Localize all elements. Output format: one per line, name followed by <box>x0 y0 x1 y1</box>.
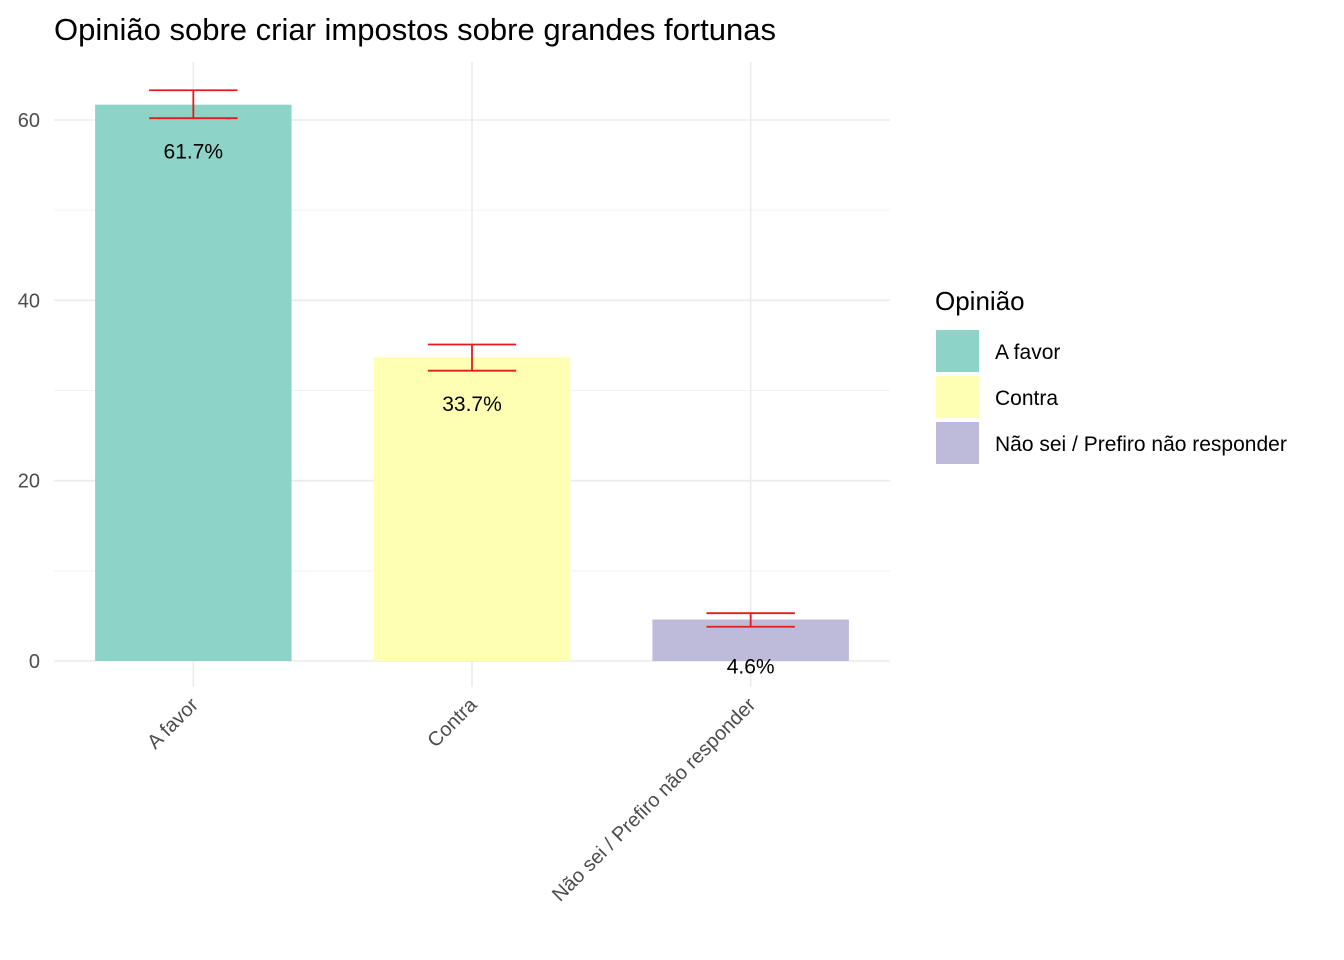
y-tick-label: 60 <box>18 110 40 132</box>
error-bar <box>427 343 517 372</box>
legend-title: Opinião <box>935 286 1025 316</box>
y-tick-label: 40 <box>18 290 40 312</box>
x-tick-label: Contra <box>424 693 483 752</box>
data-label: 33.7% <box>442 393 502 416</box>
legend-key <box>936 422 979 464</box>
legend-key <box>936 330 979 372</box>
legend-label: A favor <box>995 341 1060 364</box>
error-bar <box>706 612 795 628</box>
data-label: 61.7% <box>164 141 224 164</box>
bars <box>95 104 849 661</box>
legend-label: Não sei / Prefiro não responder <box>995 433 1287 456</box>
error-bars <box>149 89 795 628</box>
legend-key <box>936 376 979 418</box>
x-axis-ticks: A favor Contra Não sei / Prefiro não respo… <box>143 693 760 906</box>
y-tick-label: 0 <box>29 651 40 673</box>
chart-title: Opinião sobre criar impostos sobre grand… <box>54 12 776 47</box>
data-label: 4.6% <box>727 656 775 679</box>
y-tick-label: 20 <box>18 471 40 493</box>
legend: Opinião A favor Contra Não sei / Prefiro n… <box>935 286 1287 464</box>
error-bar <box>149 89 238 120</box>
y-axis-ticks: 0 20 40 60 <box>18 110 40 673</box>
legend-label: Contra <box>995 387 1058 410</box>
bar <box>373 357 571 661</box>
x-tick-label: Não sei / Prefiro não responder <box>548 694 760 906</box>
data-labels: 61.7% 33.7% 4.6% <box>164 141 775 679</box>
x-tick-label: A favor <box>143 694 203 754</box>
bar <box>95 104 292 661</box>
